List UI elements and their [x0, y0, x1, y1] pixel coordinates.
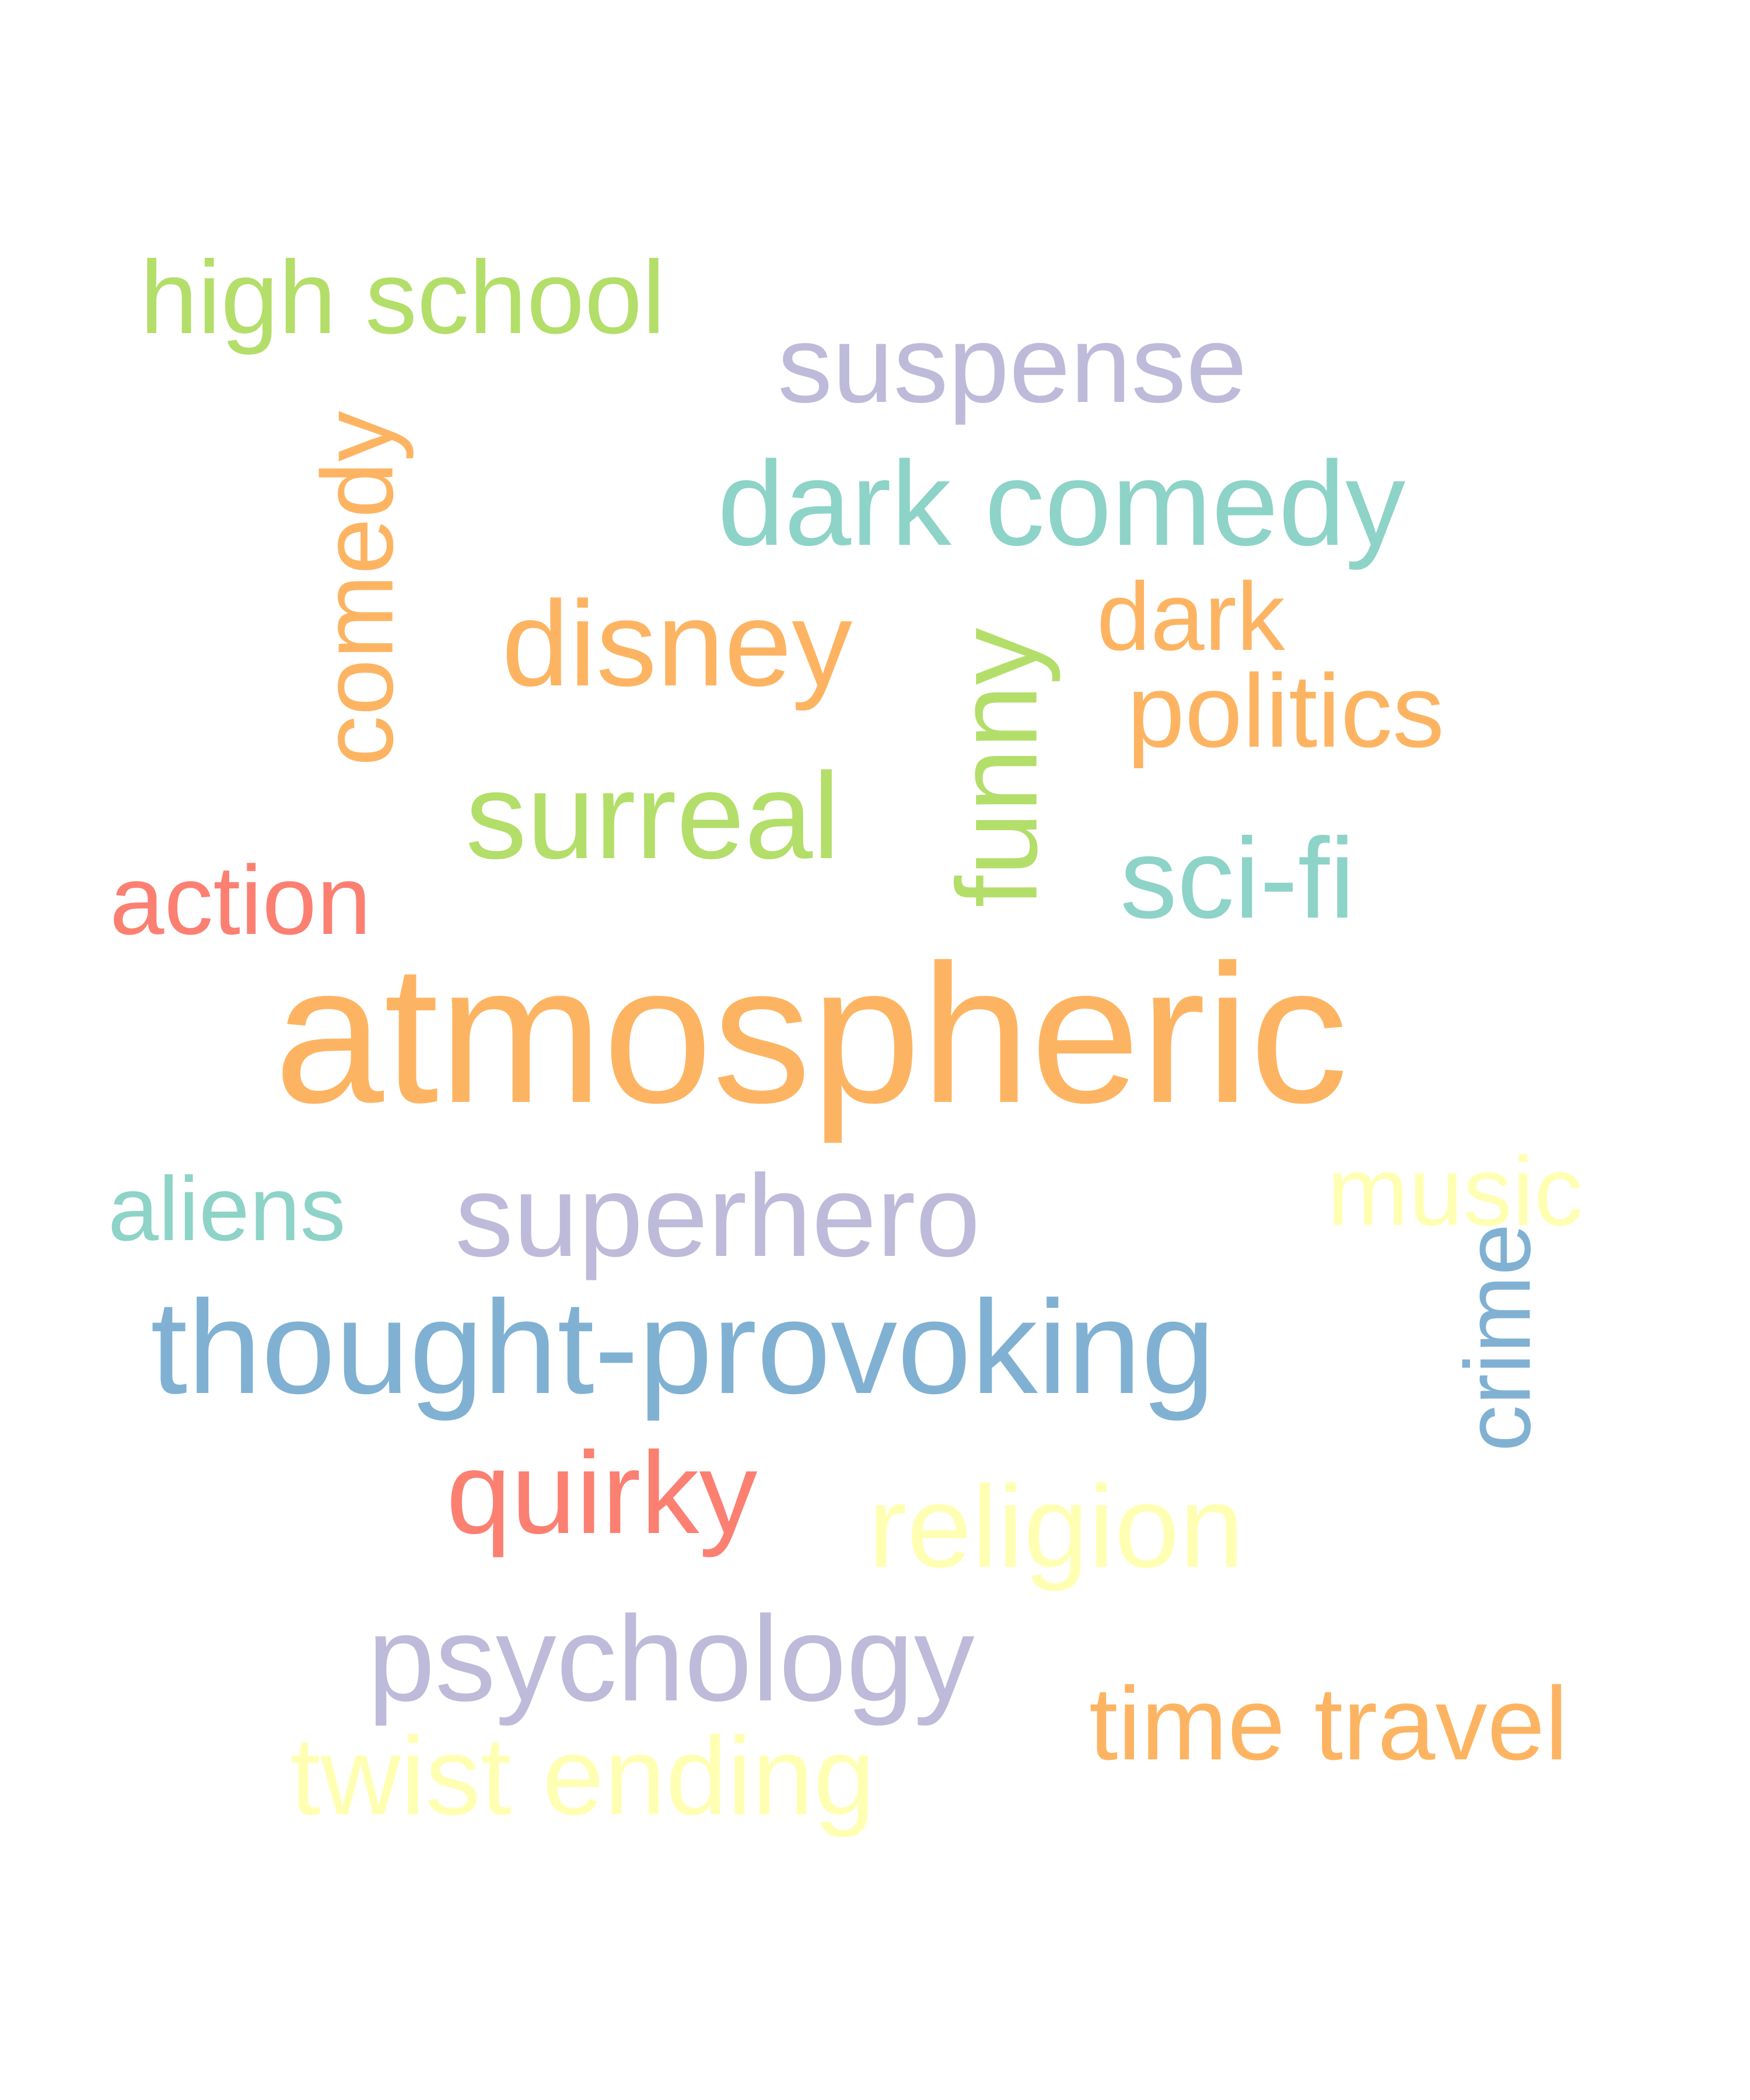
word-politics: politics: [1127, 653, 1445, 769]
word-crime: crime: [1445, 1223, 1550, 1452]
word-suspense: suspense: [778, 303, 1247, 425]
word-funny: funny: [933, 628, 1061, 908]
word-quirky: quirky: [446, 1428, 758, 1558]
word-sci-fi: sci-fi: [1120, 814, 1355, 942]
word-time-travel: time travel: [1089, 1665, 1568, 1782]
word-disney: disney: [502, 576, 853, 712]
word-dark: dark: [1097, 563, 1285, 671]
word-superhero: superhero: [455, 1151, 981, 1281]
word-psychology: psychology: [368, 1591, 975, 1727]
word-twist-ending: twist ending: [290, 1714, 876, 1838]
word-surreal: surreal: [466, 747, 840, 884]
word-high-school: high school: [140, 239, 666, 355]
word-comedy: comedy: [300, 411, 414, 766]
word-dark-comedy: dark comedy: [718, 436, 1406, 570]
word-action: action: [110, 845, 372, 955]
word-religion: religion: [868, 1462, 1244, 1592]
word-thought-provoking: thought-provoking: [150, 1273, 1216, 1422]
word-aliens: aliens: [108, 1158, 346, 1260]
word-music: music: [1327, 1136, 1583, 1246]
word-atmospheric: atmospheric: [274, 923, 1349, 1144]
